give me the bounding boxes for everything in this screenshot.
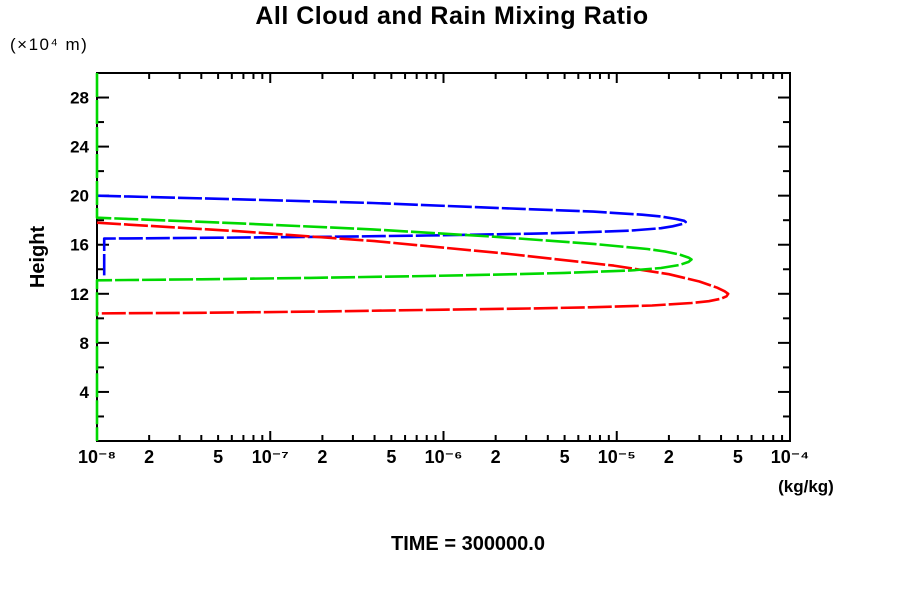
y-tick-label: 8 — [80, 334, 89, 353]
y-tick-label: 28 — [70, 89, 89, 108]
curve-red-profile — [96, 221, 730, 315]
x-tick-label: 5 — [213, 447, 223, 467]
x-tick-label: 10⁻⁴ — [771, 447, 809, 467]
curve-blue-profile — [96, 194, 687, 276]
profile-curves — [95, 73, 730, 441]
x-tick-label: 2 — [144, 447, 154, 467]
x-tick-label: 2 — [664, 447, 674, 467]
x-tick-label: 10⁻⁸ — [78, 447, 116, 467]
y-axis-title: Height — [27, 226, 49, 289]
y-axis-unit-label: (×10⁴ m) — [10, 35, 88, 54]
y-tick-labels: 4 8 12 16 20 24 28 — [70, 89, 89, 402]
y-tick-label: 4 — [80, 383, 90, 402]
axis-ticks — [97, 73, 791, 441]
time-caption: TIME = 300000.0 — [391, 533, 545, 555]
x-tick-label: 10⁻⁷ — [252, 447, 289, 467]
x-tick-label: 5 — [386, 447, 396, 467]
y-tick-label: 12 — [70, 285, 89, 304]
x-tick-label: 5 — [560, 447, 570, 467]
x-tick-label: 10⁻⁵ — [598, 447, 636, 467]
y-tick-label: 24 — [70, 138, 89, 157]
curve-green-profile — [95, 73, 693, 441]
x-tick-label: 5 — [733, 447, 743, 467]
x-tick-label: 2 — [317, 447, 327, 467]
x-axis-unit-label: (kg/kg) — [778, 477, 834, 496]
x-tick-labels: 10⁻⁸ 2 5 10⁻⁷ 2 5 10⁻⁶ 2 5 10⁻⁵ 2 5 10⁻⁴ — [78, 447, 809, 467]
x-tick-label: 10⁻⁶ — [425, 447, 463, 467]
x-tick-label: 2 — [491, 447, 501, 467]
y-tick-label: 16 — [70, 236, 89, 255]
chart-title: All Cloud and Rain Mixing Ratio — [255, 2, 648, 30]
y-tick-label: 20 — [70, 187, 89, 206]
